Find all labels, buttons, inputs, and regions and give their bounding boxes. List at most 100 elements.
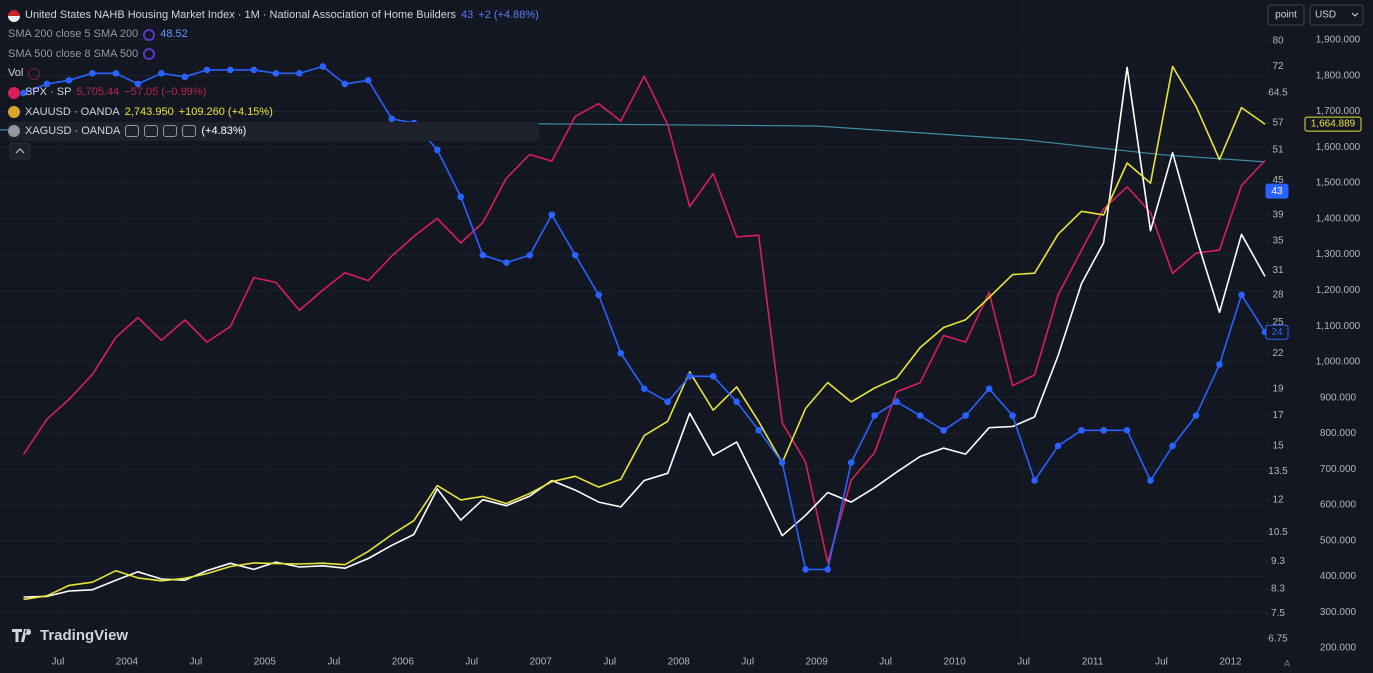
x-tick-label: Jul <box>1017 657 1030 668</box>
watermark: TradingView <box>12 627 128 644</box>
series-marker <box>479 251 487 259</box>
currency-dropdown[interactable] <box>1309 4 1364 26</box>
legend-row: SPX · SP 5,705.44 −57.05 (−0.99%) <box>8 83 539 102</box>
y-tick-label: 39 <box>1272 209 1284 220</box>
series-marker <box>1078 426 1085 434</box>
y-tick-label: 45 <box>1272 175 1284 186</box>
indicator-icon <box>28 67 41 80</box>
legend-indicator-value: 48.52 <box>160 28 188 41</box>
series-marker <box>43 80 51 88</box>
flag-icon <box>8 9 20 22</box>
series-marker <box>640 385 648 392</box>
series-marker <box>134 80 142 88</box>
series-marker <box>985 385 993 392</box>
x-tick-label: Jul <box>879 657 892 668</box>
legend-row: United States NAHB Housing Market Index … <box>8 6 539 25</box>
more-button[interactable] <box>182 125 197 138</box>
series-line <box>23 65 1266 601</box>
series-marker <box>1123 426 1131 434</box>
y2-tick-label: 1,000.000 <box>1316 357 1361 368</box>
price-tag <box>1304 116 1362 132</box>
price-tag <box>1265 183 1289 199</box>
y2-tick-label: 1,100.000 <box>1316 321 1361 332</box>
y-tick-label: 80 <box>1272 36 1284 47</box>
series-marker <box>434 146 441 154</box>
auto-scale-button[interactable]: A <box>1284 658 1290 668</box>
y2-tick-label: 400.000 <box>1320 571 1357 582</box>
y2-tick-label: 500.000 <box>1320 535 1357 546</box>
legend-last: 2,743.950 <box>124 105 174 118</box>
price-tag-label: 1,664.889 <box>1311 119 1356 130</box>
x-tick-label: Jul <box>189 657 202 668</box>
x-tick-label: 2009 <box>806 657 829 668</box>
series-marker <box>686 372 694 380</box>
series-marker <box>388 115 396 123</box>
indicator-icon <box>143 48 156 61</box>
x-tick-label: Jul <box>741 657 754 668</box>
x-tick-label: 2011 <box>1082 657 1104 668</box>
watermark-logo <box>12 629 32 642</box>
series-marker <box>802 566 809 573</box>
y-tick-label: 19 <box>1272 383 1284 394</box>
price-tag-label: 43 <box>1271 186 1283 197</box>
y-tick-label: 17 <box>1272 410 1284 421</box>
y-tick-label: 31 <box>1272 265 1284 276</box>
y2-tick-label: 1,300.000 <box>1316 249 1361 260</box>
currency-label[interactable]: USD <box>1315 10 1336 21</box>
y2-tick-label: 1,200.000 <box>1316 285 1361 296</box>
y2-tick-label: 1,700.000 <box>1316 106 1361 117</box>
y2-tick-label: 1,600.000 <box>1316 142 1361 153</box>
y-tick-label: 22 <box>1272 348 1284 359</box>
x-tick-label: 2004 <box>116 657 139 668</box>
legend-change: +2 (+4.88%) <box>478 9 539 22</box>
x-tick-label: Jul <box>465 657 478 668</box>
y-tick-label: 64.5 <box>1268 88 1288 99</box>
y-tick-label: 15 <box>1272 441 1284 452</box>
plot-layer <box>0 63 1269 601</box>
x-tick-label: 2006 <box>392 657 415 668</box>
legend-value: 43 <box>461 9 474 22</box>
scale-button-label[interactable]: point <box>1275 10 1297 21</box>
series-marker <box>1054 442 1062 450</box>
series-marker <box>1031 477 1038 484</box>
legend-series: SPX · SP <box>25 86 72 99</box>
y-tick-label: 28 <box>1272 290 1284 301</box>
legend-row: SMA 200 close 5 SMA 200 48.52 <box>8 25 539 44</box>
dropdown-arrow <box>1351 12 1359 17</box>
y-tick-label: 7.5 <box>1271 608 1285 619</box>
x-tick-label: Jul <box>327 657 340 668</box>
legend-change: (+4.83%) <box>201 124 247 137</box>
series-marker <box>1100 426 1107 434</box>
x-tick-label: Jul <box>52 657 65 668</box>
series-marker <box>89 69 96 77</box>
legend-title: United States NAHB Housing Market Index … <box>25 9 457 22</box>
y-tick-label: 8.3 <box>1271 584 1285 595</box>
y-tick-label: 9.3 <box>1271 556 1285 567</box>
series-line <box>23 66 1266 598</box>
series-marker <box>181 73 189 81</box>
legend-last: 5,705.44 <box>76 86 120 99</box>
collapse-icon <box>15 148 25 154</box>
x-tick-label: 2010 <box>943 657 966 668</box>
series-marker <box>871 412 878 419</box>
axis-layer: 1,900.000 1,800.000 1,700.000 1,600.000 1,50… <box>52 35 1362 668</box>
collapse-button[interactable] <box>9 142 31 160</box>
y-tick-label: 72 <box>1272 61 1284 72</box>
legend-row: Vol <box>8 64 539 83</box>
remove-button[interactable] <box>163 125 178 138</box>
y2-tick-label: 1,500.000 <box>1316 178 1361 189</box>
series-marker <box>664 398 671 406</box>
series-marker <box>893 398 900 406</box>
y-tick-label: 25 <box>1272 317 1284 328</box>
y2-tick-label: 200.000 <box>1320 643 1357 654</box>
series-marker <box>940 426 947 434</box>
series-line <box>22 75 1266 564</box>
y-tick-label: 13.5 <box>1268 466 1288 477</box>
series-marker <box>1238 291 1245 299</box>
series-marker <box>824 566 831 573</box>
scale-button[interactable] <box>1267 4 1305 26</box>
visibility-button[interactable] <box>125 125 140 138</box>
price-tag <box>1265 324 1289 340</box>
settings-button[interactable] <box>144 125 159 138</box>
